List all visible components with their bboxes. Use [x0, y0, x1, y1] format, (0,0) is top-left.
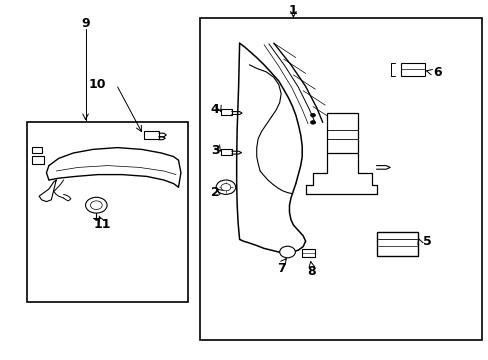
- Circle shape: [221, 184, 230, 191]
- Bar: [376, 232, 417, 256]
- Bar: [27, 122, 188, 302]
- Text: 5: 5: [422, 235, 430, 248]
- Bar: [302, 249, 314, 257]
- Circle shape: [216, 180, 235, 194]
- Text: 2: 2: [210, 186, 219, 199]
- Bar: [400, 63, 425, 76]
- Text: 1: 1: [288, 4, 297, 17]
- Bar: [144, 131, 159, 139]
- Text: 7: 7: [276, 262, 285, 275]
- Circle shape: [279, 246, 295, 258]
- Text: 11: 11: [94, 219, 111, 231]
- Text: 8: 8: [306, 265, 315, 278]
- Text: 10: 10: [89, 78, 106, 91]
- Bar: [326, 113, 358, 153]
- Circle shape: [85, 197, 107, 213]
- Text: 4: 4: [210, 103, 219, 116]
- Circle shape: [90, 201, 102, 210]
- Bar: [200, 18, 481, 340]
- Text: 6: 6: [432, 66, 441, 78]
- Bar: [32, 147, 41, 153]
- Text: 3: 3: [210, 144, 219, 157]
- Text: 9: 9: [81, 17, 90, 30]
- Bar: [221, 109, 231, 115]
- Bar: [32, 156, 44, 164]
- Circle shape: [310, 121, 315, 124]
- Bar: [221, 149, 231, 155]
- Circle shape: [310, 113, 315, 117]
